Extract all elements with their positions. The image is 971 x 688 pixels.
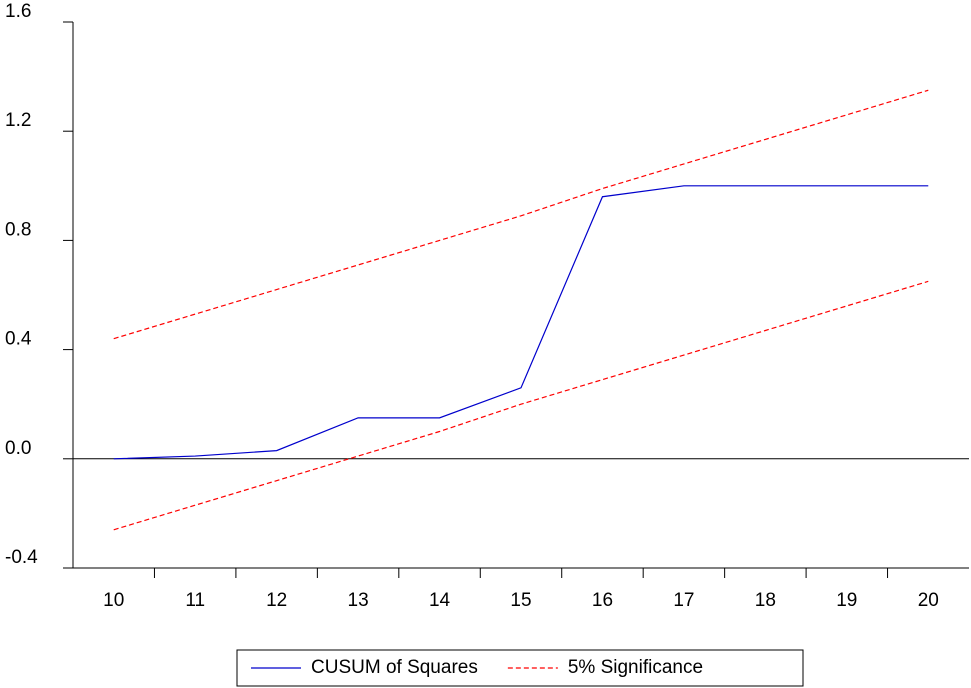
- x-tick-label: 11: [185, 590, 205, 611]
- y-tick-label: 0.0: [5, 438, 31, 459]
- y-tick-label: -0.4: [5, 547, 38, 568]
- legend-label: 5% Significance: [568, 657, 703, 678]
- x-tick-label: 17: [673, 590, 694, 611]
- legend-label: CUSUM of Squares: [311, 657, 478, 678]
- x-tick-label: 12: [266, 590, 287, 611]
- y-tick-label: 1.2: [5, 110, 31, 131]
- x-tick-label: 10: [103, 590, 124, 611]
- y-tick-label: 0.4: [5, 329, 32, 350]
- x-tick-label: 18: [755, 590, 776, 611]
- x-tick-label: 13: [348, 590, 369, 611]
- x-tick-label: 20: [918, 590, 939, 611]
- x-tick-label: 14: [429, 590, 451, 611]
- y-tick-label: 1.6: [5, 1, 31, 22]
- x-tick-label: 16: [592, 590, 613, 611]
- x-tick-label: 15: [510, 590, 531, 611]
- series-line: [113, 280, 929, 531]
- series-line: [113, 89, 929, 340]
- y-tick-label: 0.8: [5, 219, 31, 240]
- series-line: [113, 185, 929, 460]
- x-tick-label: 19: [836, 590, 857, 611]
